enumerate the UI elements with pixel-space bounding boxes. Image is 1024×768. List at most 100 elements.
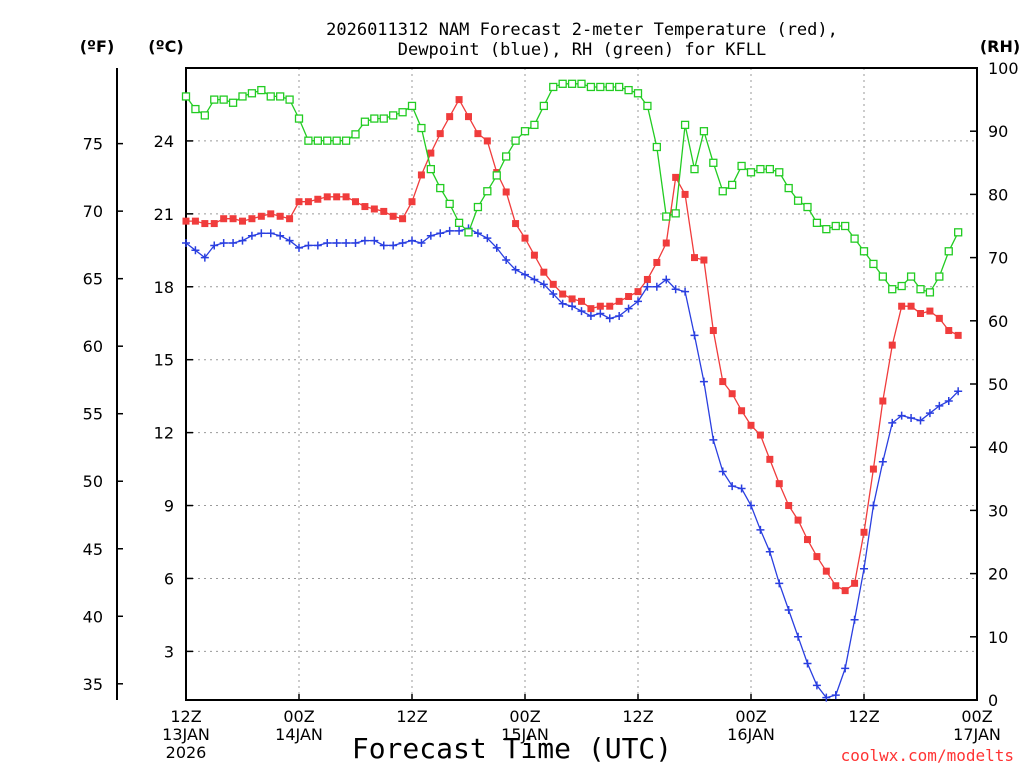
temperature-point xyxy=(578,297,585,305)
dewpoint-point xyxy=(342,239,351,248)
temperature-point xyxy=(521,234,529,242)
rh-point xyxy=(558,79,567,88)
time-tick-label: 00Z xyxy=(961,707,992,726)
fahrenheit-tick-label: 40 xyxy=(83,607,103,626)
dewpoint-point xyxy=(784,606,793,615)
dewpoint-point xyxy=(398,239,407,248)
dewpoint-point xyxy=(285,236,294,245)
rh-point xyxy=(850,234,859,243)
fahrenheit-tick-label: 35 xyxy=(83,675,103,694)
rh-point xyxy=(257,85,266,95)
rh-point xyxy=(398,108,407,117)
temperature-point xyxy=(257,212,265,220)
temperature-point xyxy=(389,212,397,220)
dewpoint-point xyxy=(737,484,746,493)
series-open-square xyxy=(181,79,963,297)
rh-point xyxy=(417,123,426,133)
celsius-tick-label: 24 xyxy=(154,132,174,151)
time-tick-label: 13JAN xyxy=(162,725,210,744)
dewpoint-point xyxy=(455,226,464,235)
rh-point xyxy=(191,104,200,114)
temperature-point xyxy=(907,302,915,310)
dewpoint-point xyxy=(313,241,322,250)
fahrenheit-tick-label: 50 xyxy=(83,472,103,491)
rh-point xyxy=(370,114,379,123)
time-tick-label: 12Z xyxy=(170,707,201,726)
rh-tick-label: 20 xyxy=(988,565,1008,584)
temperature-point xyxy=(587,305,595,313)
rh-point xyxy=(935,272,944,281)
rh-point xyxy=(181,92,191,101)
dewpoint-point xyxy=(247,231,256,240)
dewpoint-point xyxy=(502,256,511,265)
rh-point xyxy=(944,247,953,256)
temperature-point xyxy=(191,217,199,225)
rh-tick-label: 40 xyxy=(988,438,1008,457)
dewpoint-point xyxy=(182,239,190,248)
temperature-point xyxy=(248,215,256,223)
temperature-point xyxy=(295,198,303,206)
rh-point xyxy=(775,168,784,177)
dewpoint-point xyxy=(925,409,934,418)
dewpoint-point xyxy=(954,387,963,396)
dewpoint-point xyxy=(304,241,313,250)
dewpoint-point xyxy=(257,229,266,238)
temperature-point xyxy=(333,193,341,201)
celsius-tick-label: 21 xyxy=(154,205,174,224)
rh-point xyxy=(530,120,539,130)
rh-point xyxy=(238,92,247,101)
rh-point xyxy=(285,95,294,104)
rh-point xyxy=(859,247,869,256)
rh-point xyxy=(878,272,887,281)
rh-point xyxy=(483,187,492,196)
rh-point xyxy=(407,101,417,111)
temperature-point xyxy=(540,268,548,276)
time-tick-label: 12Z xyxy=(848,707,879,726)
rh-point xyxy=(210,95,219,104)
rh-point xyxy=(304,136,313,145)
dewpoint-point xyxy=(577,307,586,316)
temperature-point xyxy=(917,310,924,318)
dewpoint-point xyxy=(295,243,303,252)
dewpoint-point xyxy=(483,234,492,243)
rh-point xyxy=(916,285,925,294)
rh-point xyxy=(586,82,596,92)
dewpoint-point xyxy=(756,525,765,534)
rh-point xyxy=(737,161,746,171)
fahrenheit-tick-label: 55 xyxy=(83,405,103,424)
temperature-point xyxy=(672,173,680,181)
rh-point xyxy=(841,221,850,231)
temperature-point xyxy=(691,254,698,262)
dewpoint-point xyxy=(699,377,708,386)
celsius-tick-label: 15 xyxy=(154,351,174,370)
temperature-point xyxy=(756,431,764,439)
dewpoint-point xyxy=(266,229,275,238)
temperature-point xyxy=(785,502,793,510)
temperature-point xyxy=(229,215,237,223)
rh-tick-label: 90 xyxy=(988,122,1008,141)
dewpoint-point xyxy=(728,482,737,491)
series-plus xyxy=(182,224,963,702)
rh-tick-label: 0 xyxy=(988,691,998,710)
rh-point xyxy=(276,92,285,101)
rh-point xyxy=(633,89,643,98)
rh-point xyxy=(351,130,360,139)
rh-point xyxy=(332,136,341,145)
temperature-point xyxy=(267,210,275,218)
rh-point xyxy=(436,183,445,193)
rh-point xyxy=(360,117,370,126)
temperature-point xyxy=(436,130,444,138)
temperature-point xyxy=(549,280,557,288)
dewpoint-point xyxy=(200,253,209,262)
rh-point xyxy=(690,164,699,174)
series-layer xyxy=(181,79,963,702)
dewpoint-point xyxy=(549,290,558,299)
rh-point xyxy=(379,114,388,123)
rh-point xyxy=(323,136,332,145)
rh-point xyxy=(822,225,831,234)
temperature-point xyxy=(700,256,708,264)
dewpoint-point xyxy=(210,241,219,250)
rh-point xyxy=(831,221,840,231)
rh-point xyxy=(341,136,351,145)
chart-title-line-2: Dewpoint (blue), RH (green) for KFLL xyxy=(398,40,766,60)
